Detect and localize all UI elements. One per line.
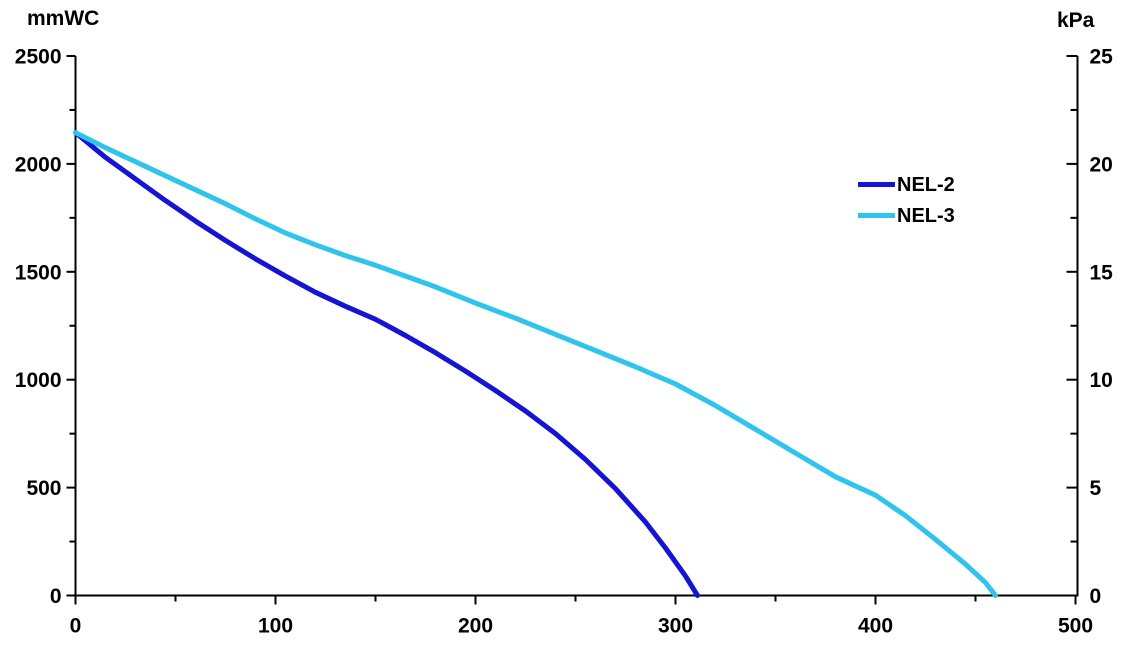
left-axis-tick-label: 2500	[15, 46, 62, 69]
left-axis-tick-label: 0	[50, 585, 62, 608]
nel-2-legend-swatch	[858, 182, 895, 187]
right-axis-tick-label: 25	[1090, 46, 1114, 69]
left-axis-tick-label: 1500	[15, 261, 62, 284]
left-axis-tick-label: 2000	[15, 153, 62, 176]
left-axis-unit-label: mmWC	[27, 7, 100, 30]
x-axis-tick-label: 400	[858, 615, 893, 638]
nel-3-legend-label: NEL-3	[897, 204, 955, 227]
right-axis-tick-label: 10	[1090, 369, 1113, 392]
left-axis-tick-label: 500	[26, 477, 61, 500]
right-axis-tick-label: 15	[1090, 261, 1114, 284]
nel-3-curve	[73, 130, 998, 598]
nel-2-legend-label: NEL-2	[897, 173, 955, 196]
right-axis-unit-label: kPa	[1057, 9, 1095, 32]
legend-item-nel-3: NEL-3	[858, 200, 955, 231]
x-axis-tick-label: 500	[1058, 615, 1093, 638]
left-axis-tick-label: 1000	[15, 369, 62, 392]
x-axis-tick-label: 200	[458, 615, 493, 638]
x-axis-tick-label: 300	[658, 615, 693, 638]
nel-2-curve	[73, 130, 700, 598]
legend: NEL-2 NEL-3	[858, 169, 955, 231]
nel-3-legend-swatch	[858, 213, 895, 218]
right-axis-tick-label: 0	[1090, 585, 1102, 608]
x-axis-tick-label: 0	[70, 615, 82, 638]
legend-item-nel-2: NEL-2	[858, 169, 955, 200]
right-axis-tick-label: 20	[1090, 153, 1113, 176]
right-axis-tick-label: 5	[1090, 477, 1102, 500]
x-axis-tick-label: 100	[258, 615, 293, 638]
